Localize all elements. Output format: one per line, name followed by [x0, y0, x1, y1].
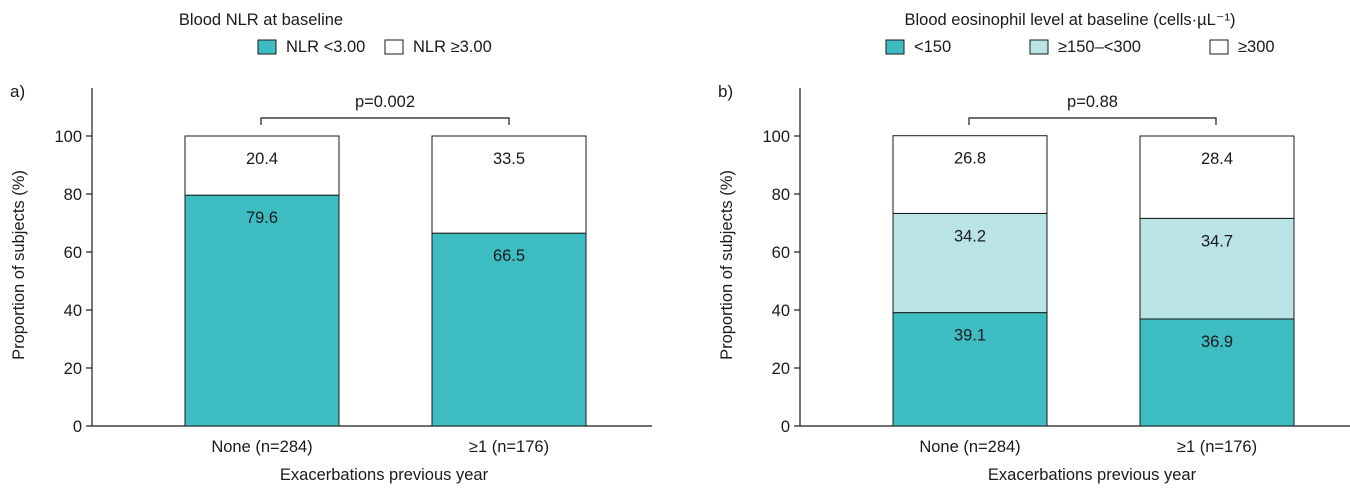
data-label: 36.9	[1201, 333, 1233, 351]
bar-segment	[892, 312, 1048, 427]
p-value-annotation: p=0.002	[355, 93, 415, 111]
panel-label: a)	[10, 82, 25, 101]
data-label: 34.2	[954, 227, 986, 245]
x-tick-label: ≥1 (n=176)	[469, 438, 549, 456]
legend-label: ≥150–<300	[1058, 38, 1141, 56]
bar-segment	[1139, 217, 1295, 320]
bar-segment	[431, 135, 587, 234]
legend-title: Blood NLR at baseline	[179, 11, 343, 29]
legend-label: NLR ≥3.00	[413, 38, 492, 56]
bar-segment	[184, 135, 340, 196]
legend-swatch	[1029, 39, 1049, 55]
legend-swatch	[257, 39, 277, 55]
y-tick-label: 100	[54, 128, 82, 146]
panel-b: b) Blood eosinophil level at baseline (ce…	[718, 11, 1350, 484]
data-label: 26.8	[954, 150, 986, 168]
y-axis-title: Proportion of subjects (%)	[10, 170, 28, 360]
x-axis-title: Exacerbations previous year	[280, 466, 489, 484]
panel-label: b)	[718, 82, 733, 101]
y-tick-label: 40	[772, 302, 790, 320]
legend-label: ≥300	[1238, 38, 1275, 56]
y-tick-label: 20	[772, 360, 790, 378]
significance-bracket	[260, 117, 510, 125]
legend-label: NLR <3.00	[286, 38, 365, 56]
data-label: 39.1	[954, 327, 986, 345]
data-label: 79.6	[246, 209, 278, 227]
data-label: 20.4	[246, 150, 278, 168]
bar-segment	[1139, 318, 1295, 427]
bar-segment	[431, 232, 587, 427]
legend-swatch	[384, 39, 404, 55]
data-label: 34.7	[1201, 232, 1233, 250]
legend-swatch	[1209, 39, 1229, 55]
data-label: 33.5	[493, 150, 525, 168]
y-tick-label: 80	[772, 186, 790, 204]
bar-segment	[1139, 135, 1295, 219]
panel-a: a) Blood NLR at baseline NLR <3.00 NLR ≥3.0…	[10, 11, 652, 484]
y-axis-title: Proportion of subjects (%)	[718, 170, 736, 360]
bar-segment	[184, 194, 340, 427]
legend-label: <150	[914, 38, 951, 56]
bar-segment	[892, 135, 1048, 214]
x-tick-label: None (n=284)	[919, 438, 1020, 456]
y-tick-label: 0	[781, 418, 790, 436]
data-label: 66.5	[493, 247, 525, 265]
y-tick-label: 80	[64, 186, 82, 204]
significance-bracket	[968, 117, 1217, 125]
data-label: 28.4	[1201, 150, 1233, 168]
y-tick-label: 60	[64, 244, 82, 262]
p-value-annotation: p=0.88	[1067, 93, 1118, 111]
y-tick-label: 40	[64, 302, 82, 320]
y-tick-label: 20	[64, 360, 82, 378]
y-tick-label: 100	[762, 128, 790, 146]
y-tick-label: 60	[772, 244, 790, 262]
legend-title: Blood eosinophil level at baseline (cell…	[905, 11, 1236, 29]
x-tick-label: ≥1 (n=176)	[1177, 438, 1257, 456]
y-tick-label: 0	[73, 418, 82, 436]
x-axis-title: Exacerbations previous year	[988, 466, 1197, 484]
x-tick-label: None (n=284)	[211, 438, 312, 456]
legend-swatch	[885, 39, 905, 55]
bar-segment	[892, 212, 1048, 314]
